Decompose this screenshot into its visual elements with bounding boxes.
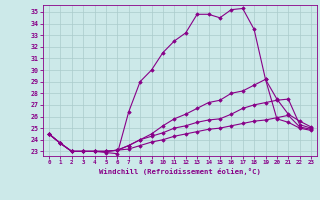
X-axis label: Windchill (Refroidissement éolien,°C): Windchill (Refroidissement éolien,°C) bbox=[99, 168, 261, 175]
